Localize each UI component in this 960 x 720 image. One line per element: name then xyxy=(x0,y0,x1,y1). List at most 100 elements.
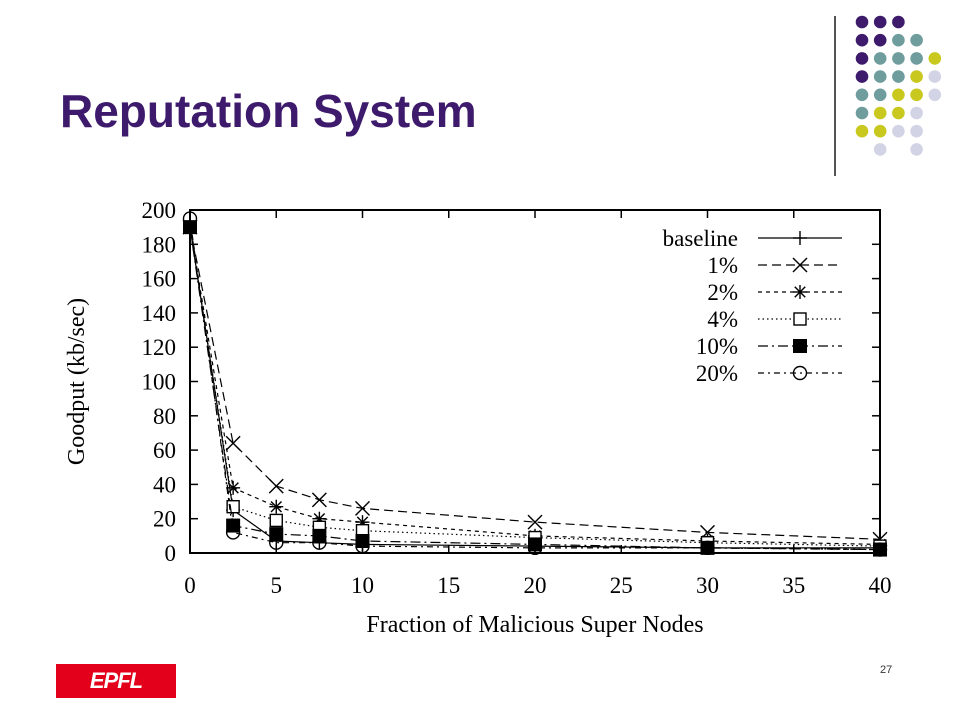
decorative-dot xyxy=(910,124,923,138)
series-2pct-line xyxy=(189,227,881,545)
x-tick-label: 5 xyxy=(271,573,283,598)
decorative-dot xyxy=(892,124,905,138)
y-tick-label: 160 xyxy=(142,267,177,292)
series-20pct-point xyxy=(312,535,327,550)
series-20pct-point xyxy=(872,542,888,557)
series-baseline-group xyxy=(183,220,887,555)
decorative-dot xyxy=(855,124,869,138)
series-4pct-point xyxy=(226,499,240,514)
decorative-dot xyxy=(928,88,942,102)
decorative-dot xyxy=(910,106,923,120)
decorative-dot xyxy=(855,106,869,120)
x-axis-label: Fraction of Malicious Super Nodes xyxy=(366,612,703,638)
y-tick-label: 180 xyxy=(142,232,177,257)
series-baseline-line xyxy=(189,227,880,549)
decorative-dot xyxy=(855,52,869,65)
decorative-dot xyxy=(910,88,923,102)
decorative-dot xyxy=(892,33,905,47)
series-1pct-point xyxy=(355,500,370,516)
epfl-logo-text: EPFL xyxy=(89,668,143,693)
series-20pct-point xyxy=(355,538,370,554)
decorative-dot xyxy=(910,33,923,47)
series-1pct-line xyxy=(189,227,881,540)
series-2pct-group xyxy=(183,220,887,552)
legend-marker xyxy=(792,257,808,273)
x-tick-label: 15 xyxy=(437,573,460,598)
slide-title: Reputation System xyxy=(60,85,477,137)
x-tick-label: 25 xyxy=(610,573,633,598)
series-1pct-point xyxy=(225,435,241,451)
series-4pct-point xyxy=(269,513,283,528)
decorative-dot xyxy=(855,88,869,102)
decorative-dot xyxy=(873,88,887,102)
series-1pct-point xyxy=(311,492,327,508)
legend-marker xyxy=(792,365,808,381)
decorative-dot xyxy=(873,52,887,65)
decorative-dot xyxy=(910,52,923,65)
decorative-dot xyxy=(873,33,887,47)
decorative-dot xyxy=(892,88,905,102)
series-20pct-point xyxy=(182,211,198,226)
legend-label: 10% xyxy=(696,334,738,359)
decorative-dot xyxy=(928,52,942,65)
decorative-dot xyxy=(892,106,905,120)
y-tick-label: 60 xyxy=(153,438,176,463)
y-tick-label: 0 xyxy=(165,541,177,566)
y-tick-label: 40 xyxy=(153,472,176,497)
series-20pct-point xyxy=(269,535,284,550)
series-20pct-line xyxy=(189,218,881,551)
decorative-dot xyxy=(928,70,942,83)
legend-label: 4% xyxy=(707,307,738,332)
x-tick-label: 40 xyxy=(869,573,892,598)
y-tick-label: 140 xyxy=(142,301,177,326)
legend-label: 1% xyxy=(707,253,738,278)
series-10pct-point xyxy=(700,540,715,555)
y-tick-label: 100 xyxy=(142,370,177,395)
plot-frame xyxy=(189,209,881,554)
legend-marker xyxy=(793,339,807,353)
x-tick-label: 20 xyxy=(524,573,547,598)
y-tick-label: 120 xyxy=(142,335,177,360)
decorative-dot xyxy=(855,33,869,47)
legend-label: baseline xyxy=(663,226,738,251)
title-divider-line xyxy=(834,16,836,176)
epfl-logo: EPFL xyxy=(56,664,176,698)
legend-marker xyxy=(793,312,807,326)
decorative-dot xyxy=(855,70,869,83)
decorative-dot xyxy=(892,15,905,29)
decorative-dot xyxy=(873,70,887,83)
series-4pct-group xyxy=(183,220,887,553)
decorative-dot xyxy=(892,70,905,83)
series-20pct-point xyxy=(527,540,543,556)
decorative-dot xyxy=(910,70,923,83)
series-10pct-line xyxy=(189,227,881,551)
series-2pct-point xyxy=(269,499,284,514)
y-tick-label: 80 xyxy=(153,404,176,429)
decorative-dot xyxy=(892,52,905,65)
series-20pct-group xyxy=(182,211,888,557)
y-tick-label: 200 xyxy=(142,198,177,223)
decorative-dot xyxy=(855,15,869,29)
decorative-dot xyxy=(873,106,887,120)
series-2pct-point xyxy=(226,480,241,495)
legend-marker xyxy=(793,231,807,245)
x-tick-label: 10 xyxy=(351,573,374,598)
decorative-dot xyxy=(873,15,887,29)
series-1pct-point xyxy=(527,514,543,530)
series-10pct-point xyxy=(528,537,542,552)
legend-label: 20% xyxy=(696,361,738,386)
x-tick-label: 0 xyxy=(184,573,196,598)
legend-marker xyxy=(793,285,807,299)
x-tick-label: 30 xyxy=(696,573,719,598)
series-20pct-point xyxy=(700,540,715,556)
y-axis-label: Goodput (kb/sec) xyxy=(64,298,90,465)
legend-label: 2% xyxy=(707,280,738,305)
series-4pct-line xyxy=(189,227,881,547)
decorative-dot xyxy=(873,143,887,156)
series-1pct-point xyxy=(268,478,284,494)
series-1pct-group xyxy=(182,219,888,547)
series-20pct-point xyxy=(225,525,241,540)
decorative-dot xyxy=(873,124,887,138)
